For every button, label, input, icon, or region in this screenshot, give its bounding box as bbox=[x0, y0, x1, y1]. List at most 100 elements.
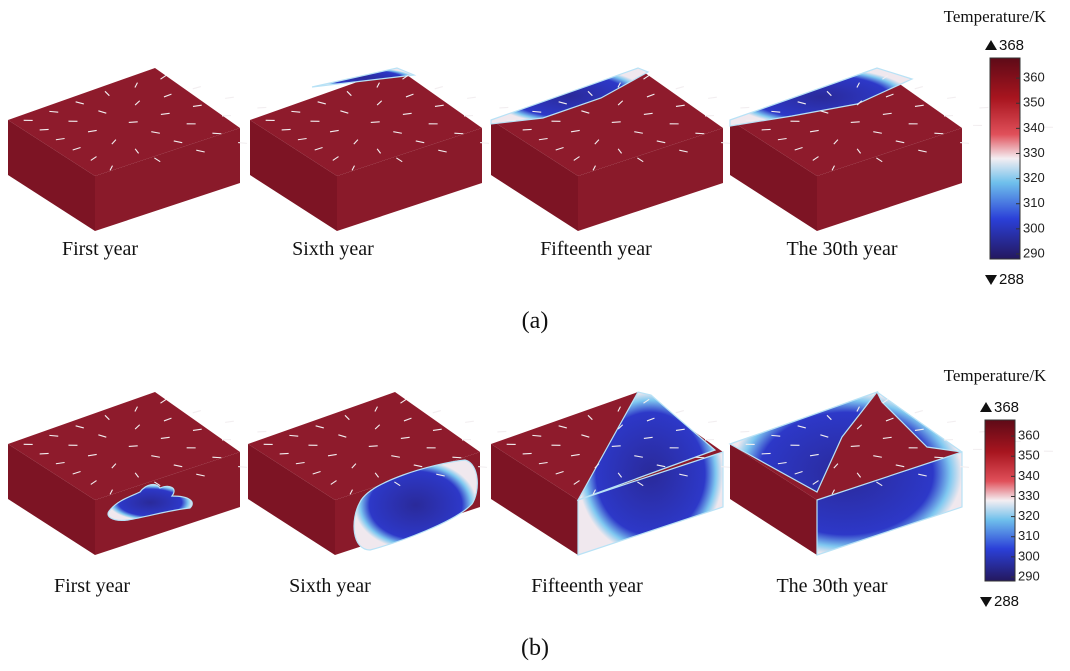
model-box bbox=[491, 391, 814, 556]
flow-arrow bbox=[238, 141, 248, 144]
flow-arrow bbox=[396, 157, 403, 163]
flow-arrow bbox=[351, 165, 355, 171]
flow-arrow bbox=[934, 132, 944, 135]
flow-arrow bbox=[797, 425, 806, 429]
model-box bbox=[729, 67, 1053, 231]
cold-region bbox=[311, 67, 417, 88]
flow-arrow bbox=[49, 110, 59, 113]
box-top-face bbox=[491, 68, 723, 176]
flow-arrow bbox=[617, 472, 623, 478]
flow-arrow bbox=[317, 101, 326, 105]
flow-arrow bbox=[856, 424, 863, 430]
flow-arrow bbox=[109, 489, 113, 495]
frame-caption: First year bbox=[62, 238, 138, 260]
model-box bbox=[8, 68, 331, 231]
flow-arrow bbox=[111, 139, 117, 145]
flow-arrow bbox=[413, 464, 423, 468]
cold-region bbox=[353, 459, 478, 551]
flow-arrow bbox=[637, 157, 644, 163]
flow-arrow bbox=[885, 93, 894, 98]
flow-arrow bbox=[338, 434, 347, 438]
flow-arrow bbox=[151, 455, 160, 458]
flow-arrow bbox=[538, 137, 548, 141]
flow-arrow bbox=[979, 106, 989, 109]
flow-arrow bbox=[160, 112, 170, 115]
flow-arrow bbox=[403, 417, 412, 422]
flow-arrow bbox=[740, 106, 750, 109]
flow-arrow bbox=[196, 149, 205, 153]
flow-arrow bbox=[555, 471, 564, 475]
max-marker bbox=[980, 402, 992, 412]
flow-arrow bbox=[405, 93, 414, 98]
flow-arrow bbox=[257, 430, 267, 433]
flow-arrow bbox=[617, 148, 623, 154]
flow-arrow bbox=[75, 101, 84, 105]
flow-arrow bbox=[332, 156, 339, 161]
frame-caption: Sixth year bbox=[292, 238, 374, 260]
model-box bbox=[248, 392, 571, 555]
flow-arrow bbox=[55, 137, 65, 141]
flow-arrow bbox=[856, 406, 860, 412]
flow-arrow bbox=[192, 104, 202, 107]
flow-arrow bbox=[340, 110, 349, 114]
flow-arrow bbox=[617, 82, 621, 88]
flow-arrow bbox=[558, 425, 567, 429]
flow-arrow bbox=[643, 398, 650, 404]
frame-caption: Fifteenth year bbox=[540, 238, 652, 260]
flow-arrow bbox=[850, 445, 860, 448]
flow-arrow bbox=[330, 480, 337, 485]
frame-caption: Sixth year bbox=[289, 575, 371, 597]
box-left-face bbox=[250, 120, 337, 231]
flow-arrow bbox=[351, 463, 357, 469]
flow-arrow bbox=[353, 139, 359, 145]
flow-arrow bbox=[833, 463, 839, 469]
model-box bbox=[728, 390, 1053, 556]
max-marker bbox=[985, 40, 997, 50]
flow-arrow bbox=[402, 74, 409, 80]
flow-arrow bbox=[856, 472, 862, 478]
flow-arrow bbox=[109, 165, 113, 171]
flow-arrow bbox=[643, 74, 650, 80]
flow-arrow bbox=[617, 406, 621, 412]
flow-arrow bbox=[538, 461, 548, 465]
flow-arrow bbox=[707, 420, 717, 423]
flow-arrow bbox=[914, 86, 923, 90]
flow-arrow bbox=[374, 406, 378, 412]
flow-arrow bbox=[656, 140, 666, 144]
flow-arrow bbox=[478, 465, 488, 468]
frame-caption: The 30th year bbox=[776, 575, 887, 597]
flow-arrow bbox=[134, 472, 140, 478]
box-right-face bbox=[95, 128, 240, 231]
colorbar-tick-label: 290 bbox=[1018, 568, 1040, 583]
colorbar-tick-label: 350 bbox=[1023, 95, 1045, 110]
box-top-face bbox=[730, 68, 962, 176]
flow-arrow bbox=[90, 480, 97, 485]
flow-arrow bbox=[376, 100, 383, 106]
flow-arrow bbox=[675, 410, 684, 414]
box-top-face bbox=[8, 68, 240, 176]
flow-arrow bbox=[831, 489, 835, 495]
flow-arrow bbox=[643, 436, 653, 439]
flow-arrow bbox=[104, 414, 110, 421]
flow-arrow bbox=[573, 480, 580, 485]
frame-caption: Fifteenth year bbox=[531, 575, 643, 597]
flow-arrow bbox=[812, 480, 819, 485]
flow-arrow bbox=[646, 93, 655, 98]
cold-region bbox=[107, 483, 193, 521]
colorbar-max: 368 bbox=[994, 399, 1019, 416]
flow-arrow bbox=[402, 112, 412, 115]
colorbar-tick-label: 350 bbox=[1018, 448, 1040, 463]
flow-arrow bbox=[885, 417, 894, 422]
colorbar-tick-label: 340 bbox=[1023, 120, 1045, 135]
flow-arrow bbox=[212, 456, 222, 459]
flow-arrow bbox=[882, 436, 892, 439]
flow-arrow bbox=[163, 93, 172, 98]
flow-arrow bbox=[374, 472, 380, 478]
flow-arrow bbox=[192, 86, 201, 90]
flow-arrow bbox=[573, 156, 580, 161]
flow-arrow bbox=[224, 420, 234, 423]
flow-arrow bbox=[831, 165, 835, 171]
flow-arrow bbox=[617, 424, 624, 430]
flow-arrow bbox=[257, 106, 267, 109]
